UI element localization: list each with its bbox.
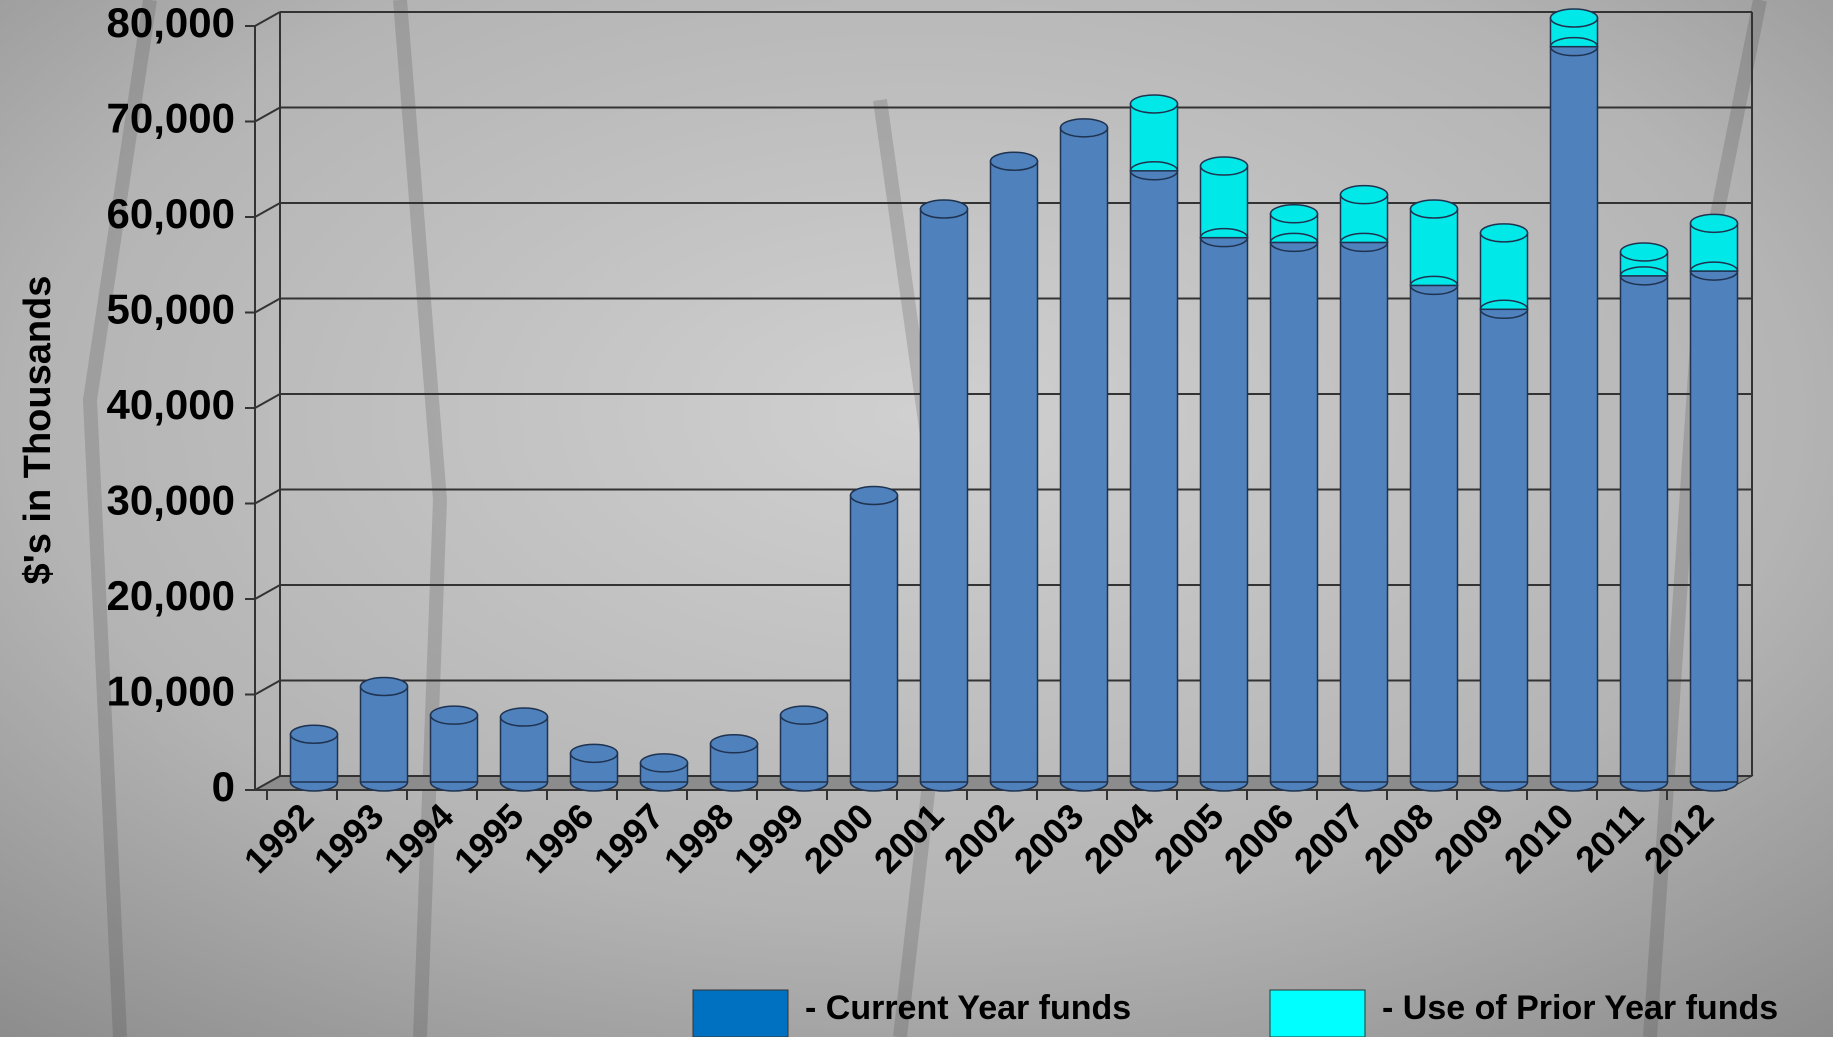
bar-segment — [1271, 242, 1318, 782]
y-tick-label: 60,000 — [107, 190, 235, 237]
bar-cap — [1061, 119, 1108, 137]
bar-segment — [1551, 47, 1598, 782]
bar-cap — [781, 706, 828, 724]
bar-cap — [1271, 205, 1318, 223]
bar-cap — [571, 744, 618, 762]
y-tick-label: 20,000 — [107, 572, 235, 619]
bar-cap — [501, 708, 548, 726]
bar-cap — [921, 200, 968, 218]
bar-segment — [1411, 285, 1458, 782]
page: $'s in Thousands 0 10,000 20,000 30,000 40,0… — [0, 0, 1833, 1037]
bar-cap — [1621, 243, 1668, 261]
y-axis-title: $'s in Thousands — [17, 276, 59, 585]
y-tick-label: 50,000 — [107, 286, 235, 333]
bar-segment — [1481, 309, 1528, 782]
y-tick-label: 40,000 — [107, 381, 235, 428]
y-tick-label: 30,000 — [107, 477, 235, 524]
bar-cap — [361, 678, 408, 696]
y-tick-label: 0 — [212, 763, 235, 810]
bar-cap — [991, 152, 1038, 170]
bar-cap — [1201, 157, 1248, 175]
bar-segment — [851, 496, 898, 783]
bar-cap — [851, 487, 898, 505]
bar-segment — [781, 715, 828, 782]
bar-cap — [1691, 214, 1738, 232]
bar-cap — [711, 735, 758, 753]
bar-segment — [361, 687, 408, 783]
bar-segment — [1061, 128, 1108, 782]
bar-segment — [921, 209, 968, 782]
bar-segment — [1131, 104, 1178, 171]
legend-swatch — [1270, 990, 1365, 1037]
bar-cap — [1411, 200, 1458, 218]
bar-segment — [1691, 271, 1738, 782]
bar-segment — [1341, 242, 1388, 782]
legend-label: - Current Year funds — [805, 989, 1131, 1027]
bar-cap — [641, 754, 688, 772]
bar-segment — [1131, 171, 1178, 782]
legend-label: - Use of Prior Year funds — [1382, 989, 1778, 1027]
bar-segment — [1201, 166, 1248, 238]
bar-cap — [431, 706, 478, 724]
bar-cap — [1341, 186, 1388, 204]
bar-segment — [1411, 209, 1458, 285]
legend-swatch — [693, 990, 788, 1037]
bar-cap — [291, 725, 338, 743]
bar-cap — [1551, 9, 1598, 27]
y-tick-label: 80,000 — [107, 0, 235, 46]
bar-segment — [1201, 238, 1248, 782]
bar-segment — [1621, 276, 1668, 782]
bar-segment — [431, 715, 478, 782]
chart: $'s in Thousands 0 10,000 20,000 30,000 40,0… — [0, 0, 1833, 1037]
bar-segment — [991, 161, 1038, 782]
bar-segment — [1481, 233, 1528, 309]
bar-cap — [1481, 224, 1528, 242]
y-tick-label: 70,000 — [107, 95, 235, 142]
bar-cap — [1131, 95, 1178, 113]
y-tick-label: 10,000 — [107, 668, 235, 715]
